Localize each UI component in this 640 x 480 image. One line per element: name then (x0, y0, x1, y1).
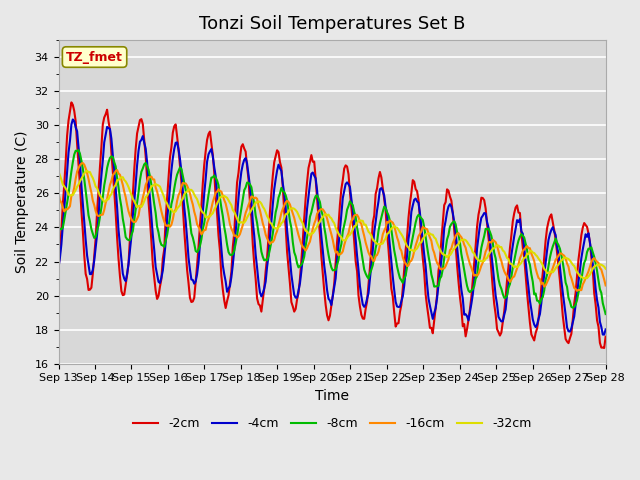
-16cm (92, 208, 99, 214)
-8cm (446, 224, 454, 229)
-4cm (92, 245, 99, 251)
-32cm (337, 234, 345, 240)
-2cm (599, 345, 607, 350)
-2cm (600, 345, 608, 351)
-4cm (69, 117, 77, 122)
-4cm (527, 307, 535, 312)
-2cm (92, 236, 99, 241)
Y-axis label: Soil Temperature (C): Soil Temperature (C) (15, 131, 29, 273)
-2cm (75, 162, 83, 168)
-16cm (600, 277, 608, 283)
-4cm (599, 332, 607, 337)
Title: Tonzi Soil Temperatures Set B: Tonzi Soil Temperatures Set B (199, 15, 465, 33)
-4cm (75, 144, 83, 150)
Line: -8cm: -8cm (58, 150, 605, 314)
-4cm (54, 264, 62, 270)
X-axis label: Time: Time (315, 389, 349, 403)
-8cm (527, 272, 535, 277)
-32cm (54, 168, 62, 174)
-16cm (602, 283, 609, 288)
Legend: -2cm, -4cm, -8cm, -16cm, -32cm: -2cm, -4cm, -8cm, -16cm, -32cm (128, 412, 536, 435)
-32cm (600, 264, 608, 270)
-2cm (527, 332, 535, 337)
-32cm (602, 266, 609, 272)
-8cm (599, 300, 607, 306)
-32cm (92, 184, 99, 190)
Text: TZ_fmet: TZ_fmet (66, 50, 123, 63)
-32cm (73, 184, 81, 190)
-2cm (68, 99, 76, 105)
-2cm (54, 265, 62, 271)
-16cm (337, 251, 345, 256)
-16cm (527, 251, 535, 256)
-32cm (527, 248, 535, 254)
-32cm (83, 168, 91, 174)
-16cm (79, 160, 86, 166)
-8cm (602, 311, 609, 317)
-2cm (602, 334, 609, 339)
-8cm (75, 147, 83, 153)
-16cm (446, 247, 454, 253)
-8cm (337, 241, 345, 247)
-8cm (92, 234, 99, 240)
Line: -16cm: -16cm (58, 163, 605, 291)
-8cm (54, 227, 62, 232)
-4cm (602, 326, 609, 332)
-2cm (446, 193, 454, 199)
-16cm (54, 191, 62, 196)
-16cm (73, 169, 81, 175)
-32cm (446, 252, 454, 258)
-4cm (446, 201, 454, 207)
-4cm (600, 332, 608, 337)
-32cm (580, 276, 588, 281)
Line: -4cm: -4cm (58, 120, 605, 335)
Line: -32cm: -32cm (58, 171, 605, 278)
-4cm (337, 211, 345, 217)
Line: -2cm: -2cm (58, 102, 605, 348)
-2cm (337, 186, 345, 192)
-8cm (73, 148, 81, 154)
-16cm (573, 288, 581, 294)
